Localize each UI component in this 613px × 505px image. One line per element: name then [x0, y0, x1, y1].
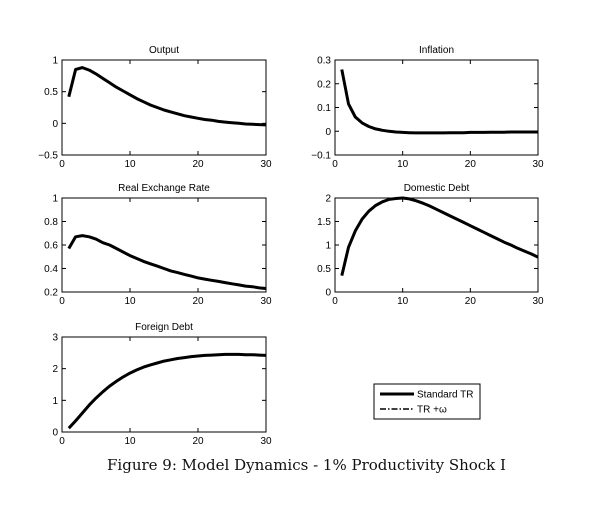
x-tick-label: 0: [332, 159, 338, 170]
y-tick-label: 1: [52, 56, 58, 67]
series-line: [67, 66, 267, 127]
legend-label: TR +ω: [417, 405, 447, 416]
x-tick-label: 10: [124, 159, 136, 170]
series-line: [340, 69, 538, 135]
y-tick-label: 0.3: [317, 56, 331, 67]
x-tick-label: 0: [59, 296, 65, 307]
legend: Standard TR TR +ω: [373, 383, 481, 420]
y-tick-label: 0: [325, 127, 331, 138]
y-tick-label: 1: [52, 396, 58, 407]
x-tick-label: 30: [260, 436, 272, 447]
y-tick-label: −0.5: [38, 151, 58, 162]
panel-real-exchange-rate: Real Exchange Rate 0 10 20 30 0.2 0.4 0.6 0.8 1: [44, 183, 272, 307]
x-tick-label: 20: [192, 436, 204, 447]
y-tick-label: 3: [52, 333, 58, 344]
x-tick-label: 10: [397, 296, 409, 307]
y-tick-label: 1: [52, 194, 58, 205]
legend-box: [373, 383, 481, 420]
series-line: [67, 352, 267, 430]
x-tick-label: 30: [260, 296, 272, 307]
y-tick-label: 0.4: [44, 264, 58, 275]
panel-domestic-debt: Domestic Debt 0 10 20 30 0 0.5 1 1.5 2: [317, 183, 544, 307]
panel-foreign-debt: Foreign Debt 0 10 20 30 0 1 2 3: [52, 322, 272, 447]
y-tick-label: 2: [325, 194, 331, 205]
axes-box: [61, 197, 267, 293]
x-tick-label: 30: [532, 159, 544, 170]
y-tick-label: 1.5: [317, 217, 331, 228]
x-tick-label: 10: [397, 159, 409, 170]
x-tick-label: 30: [260, 159, 272, 170]
x-tick-label: 20: [192, 159, 204, 170]
y-tick-label: 0: [325, 288, 331, 299]
y-tick-label: 0.2: [44, 288, 58, 299]
y-tick-label: 1: [325, 241, 331, 252]
y-tick-label: 0: [52, 428, 58, 439]
series-line: [340, 196, 539, 276]
figure-caption: Figure 9: Model Dynamics - 1% Productivi…: [107, 456, 506, 474]
series-line: [67, 234, 267, 290]
y-tick-label: 0.8: [44, 217, 58, 228]
panel-title: Real Exchange Rate: [118, 183, 210, 194]
panel-title: Domestic Debt: [404, 183, 470, 194]
x-tick-label: 0: [59, 436, 65, 447]
y-tick-label: 0.6: [44, 241, 58, 252]
x-tick-label: 10: [124, 296, 136, 307]
axes-box: [61, 336, 267, 433]
panel-title: Foreign Debt: [135, 322, 193, 333]
x-tick-label: 30: [532, 296, 544, 307]
y-tick-label: 0.5: [44, 87, 58, 98]
x-tick-label: 0: [59, 159, 65, 170]
panel-title: Inflation: [419, 45, 454, 56]
x-tick-label: 20: [465, 296, 477, 307]
axes-box: [61, 59, 267, 156]
legend-label: Standard TR: [417, 390, 474, 401]
y-tick-label: 0.1: [317, 103, 331, 114]
panel-title: Output: [149, 45, 179, 56]
y-tick-label: 0.5: [317, 264, 331, 275]
y-tick-label: 0: [52, 119, 58, 130]
x-tick-label: 20: [192, 296, 204, 307]
x-tick-label: 0: [332, 296, 338, 307]
y-tick-label: 0.2: [317, 79, 331, 90]
axes-box: [334, 59, 539, 156]
y-tick-label: −0.1: [311, 151, 331, 162]
x-tick-label: 20: [465, 159, 477, 170]
x-tick-label: 10: [124, 436, 136, 447]
y-tick-label: 2: [52, 364, 58, 375]
